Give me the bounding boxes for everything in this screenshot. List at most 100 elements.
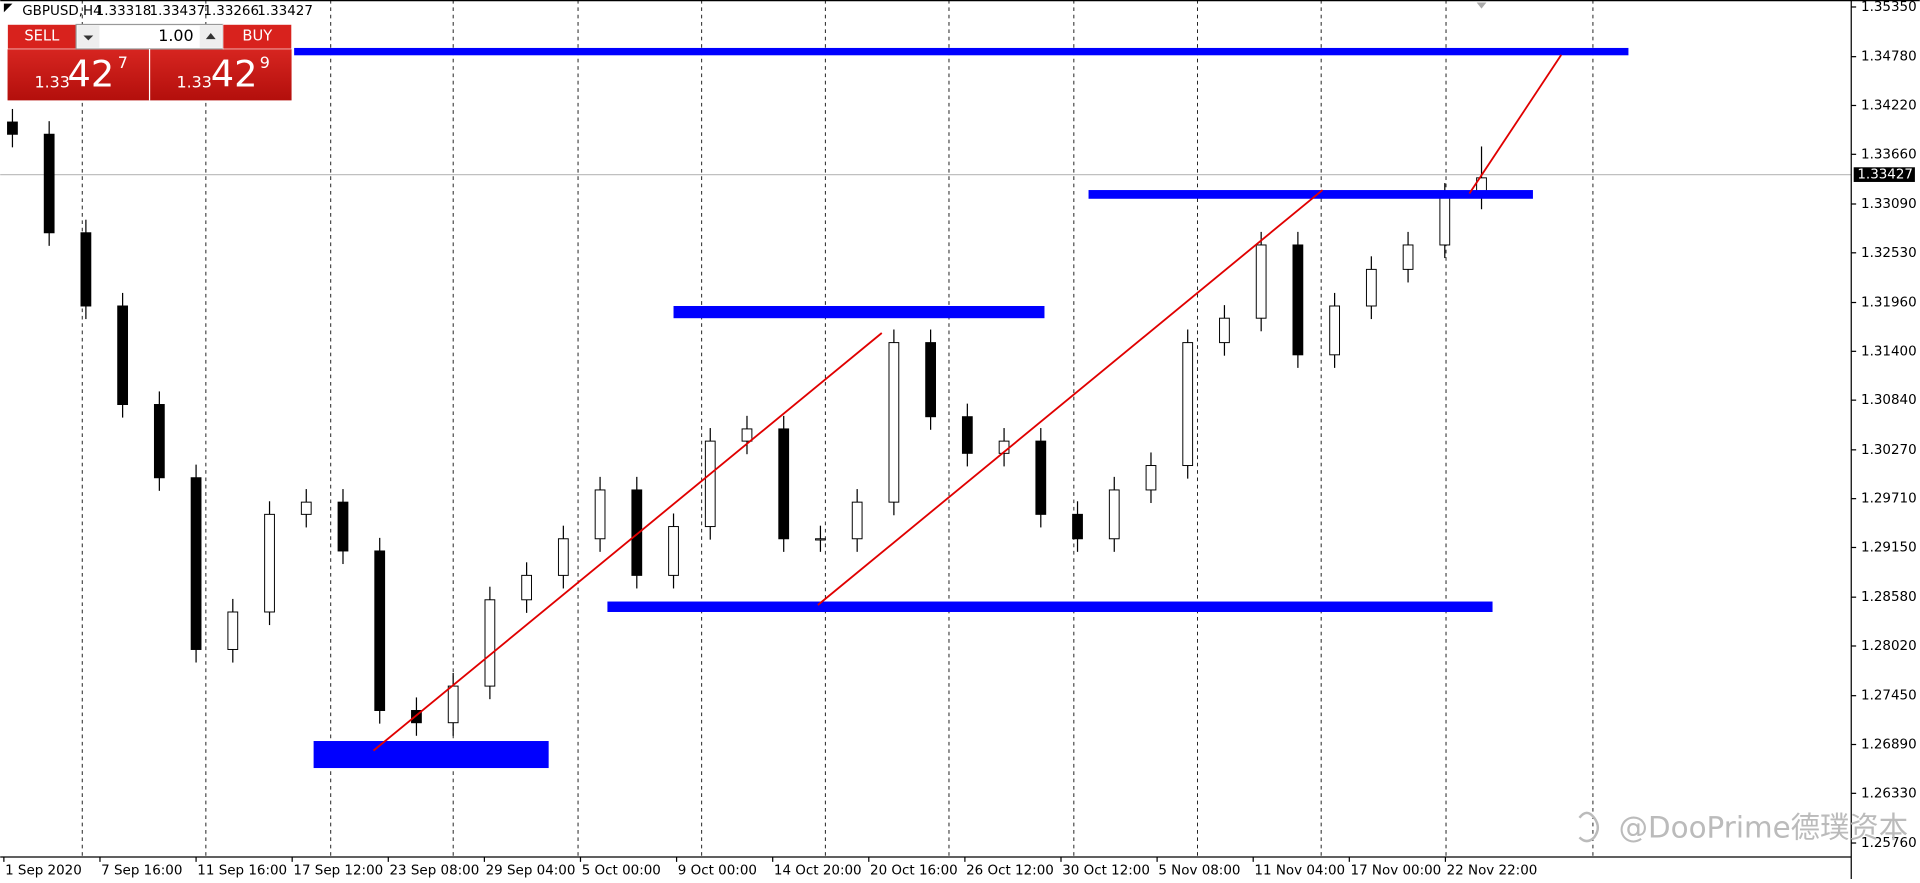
zone xyxy=(607,601,1493,612)
down-arrow xyxy=(83,35,94,41)
current-price-box xyxy=(1853,167,1915,182)
candle-body xyxy=(227,611,239,650)
zone xyxy=(1088,190,1533,199)
candle-body xyxy=(484,599,496,687)
candle-body xyxy=(80,232,92,307)
candle-body xyxy=(1255,244,1267,319)
sell-button[interactable] xyxy=(7,24,77,50)
x-tick-label: 5 Oct 00:00 xyxy=(582,863,661,878)
candle-body xyxy=(1035,440,1047,515)
ask-big: 42 xyxy=(211,52,258,95)
x-tick-label: 9 Oct 00:00 xyxy=(678,863,757,878)
candle-body xyxy=(1292,244,1304,356)
bid-big: 42 xyxy=(68,52,115,95)
trendline xyxy=(817,189,1324,606)
candle-body xyxy=(447,685,459,724)
zone xyxy=(673,305,1045,319)
symbol: GBPUSD,H4 xyxy=(22,4,101,19)
x-tick-label: 23 Sep 08:00 xyxy=(390,863,480,878)
ask-prefix: 1.33 xyxy=(176,73,211,92)
ohlc-high: 1.33437 xyxy=(150,4,206,19)
y-tick-label: 1.33660 xyxy=(1861,147,1917,162)
trade-panel: SELL 1.00 BUY 1.33 42 7 1.33 42 9 xyxy=(7,23,292,101)
ohlc-low: 1.33266 xyxy=(203,4,259,19)
x-tick-label: 11 Nov 04:00 xyxy=(1254,863,1345,878)
sell-label: SELL xyxy=(24,28,60,45)
x-tick-label: 20 Oct 16:00 xyxy=(870,863,958,878)
candle-body xyxy=(190,477,202,650)
x-tick-label: 29 Sep 04:00 xyxy=(486,863,576,878)
y-tick-label: 1.29710 xyxy=(1861,492,1917,507)
candle-body xyxy=(43,133,55,234)
x-tick-label: 17 Nov 00:00 xyxy=(1351,863,1442,878)
candle-body xyxy=(851,501,863,540)
lots-value: 1.00 xyxy=(158,26,193,45)
y-tick-label: 1.32530 xyxy=(1861,246,1917,261)
ohlc-close: 1.33427 xyxy=(257,4,313,19)
ask-small: 9 xyxy=(260,53,270,72)
candle-body xyxy=(337,501,349,552)
candle-body xyxy=(778,428,790,540)
candle-body xyxy=(521,574,533,601)
ohlc-open: 1.33318 xyxy=(96,4,152,19)
y-tick-label: 1.34220 xyxy=(1861,98,1917,113)
candle-body xyxy=(1439,195,1451,246)
candle-body xyxy=(961,416,973,454)
zone xyxy=(294,47,1629,56)
y-tick-label: 1.31960 xyxy=(1861,296,1917,311)
candle-body xyxy=(411,710,422,724)
up-arrow xyxy=(205,33,216,40)
candle-body xyxy=(631,489,643,576)
x-tick-label: 26 Oct 12:00 xyxy=(966,863,1054,878)
buy-button[interactable] xyxy=(222,24,292,50)
y-tick-label: 1.35350 xyxy=(1861,0,1917,15)
y-tick-label: 1.31400 xyxy=(1861,344,1917,359)
y-tick-label: 1.28020 xyxy=(1861,639,1917,654)
x-tick-label: 11 Sep 16:00 xyxy=(197,863,287,878)
candle-body xyxy=(888,342,900,503)
candle-body xyxy=(1219,317,1230,344)
candle-body xyxy=(153,404,165,479)
candle-body xyxy=(815,538,826,541)
y-tick-label: 1.26890 xyxy=(1861,738,1917,753)
candle-body xyxy=(117,305,129,405)
y-tick-label: 1.25760 xyxy=(1861,836,1917,851)
candle-body xyxy=(925,342,937,418)
y-tick-label: 1.30840 xyxy=(1861,393,1917,408)
candle-body xyxy=(1402,244,1414,270)
x-tick-label: 1 Sep 2020 xyxy=(5,863,82,878)
y-tick-label: 1.26330 xyxy=(1861,786,1917,801)
candle-body xyxy=(741,428,753,442)
bid-prefix: 1.33 xyxy=(34,73,69,92)
candle-body xyxy=(7,121,18,135)
y-tick-label: 1.33090 xyxy=(1861,197,1917,212)
x-tick-label: 30 Oct 12:00 xyxy=(1062,863,1150,878)
candle-body xyxy=(264,513,275,613)
watermark-logo xyxy=(1578,811,1600,843)
candle-body xyxy=(668,526,679,576)
x-tick-label: 5 Nov 08:00 xyxy=(1158,863,1240,878)
lots-input[interactable] xyxy=(75,23,224,50)
x-tick-label: 14 Oct 20:00 xyxy=(774,863,862,878)
x-tick-label: 17 Sep 12:00 xyxy=(293,863,383,878)
x-tick-label: 7 Sep 16:00 xyxy=(101,863,182,878)
y-tick-label: 1.27450 xyxy=(1861,689,1917,704)
bid-small: 7 xyxy=(118,53,128,72)
buy-label: BUY xyxy=(242,28,272,45)
candle-body xyxy=(704,440,716,528)
y-tick-label: 1.34780 xyxy=(1861,50,1917,65)
candle-body xyxy=(1072,513,1083,540)
candle-body xyxy=(374,550,386,711)
y-tick-label: 1.30270 xyxy=(1861,443,1917,458)
candle-body xyxy=(1182,342,1194,467)
candle-body xyxy=(1145,465,1157,491)
candle-body xyxy=(1365,268,1377,307)
x-tick-label: 22 Nov 22:00 xyxy=(1447,863,1538,878)
y-tick-label: 1.28580 xyxy=(1861,590,1917,605)
candle-body xyxy=(1329,305,1341,356)
candle-body xyxy=(300,501,312,515)
trendline xyxy=(1468,54,1562,195)
header: GBPUSD,H4 1.33318 1.33437 1.33266 1.3342… xyxy=(3,3,313,19)
